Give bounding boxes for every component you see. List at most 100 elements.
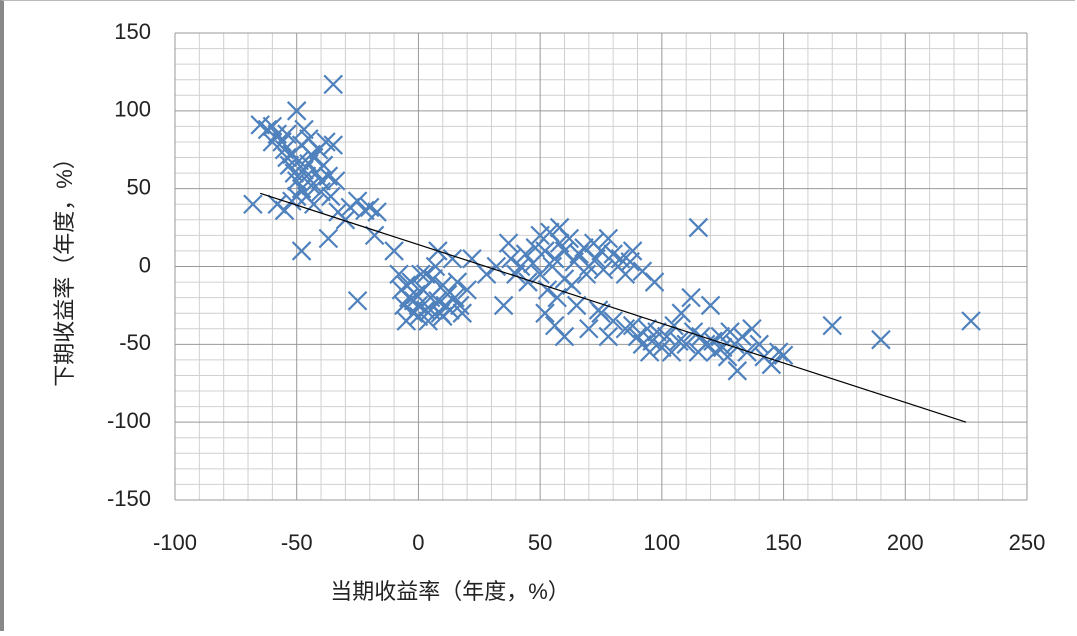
point	[367, 202, 387, 222]
chart: 当期收益率（年度，%） 下期收益率（年度，%） -100 -50 0 50 100 150…	[52, 19, 1046, 604]
point	[277, 147, 297, 168]
point	[591, 241, 611, 261]
point	[425, 256, 446, 277]
y-axis-title: 下期收益率（年度，%）	[52, 147, 77, 387]
y-tick-label: -150	[107, 486, 151, 511]
point	[398, 287, 419, 308]
point	[554, 326, 575, 347]
point	[277, 124, 297, 144]
point	[318, 228, 339, 249]
y-tick-label: 0	[139, 252, 151, 277]
y-tick-label: -50	[119, 330, 151, 355]
point	[476, 264, 497, 285]
x-tick-label: -50	[281, 530, 313, 555]
point	[615, 318, 636, 339]
point	[311, 182, 331, 202]
point	[389, 264, 409, 285]
x-axis-title: 当期收益率（年度，%）	[330, 579, 570, 604]
point	[742, 318, 762, 339]
point	[325, 171, 346, 191]
point	[669, 331, 689, 351]
point	[321, 186, 341, 207]
point	[656, 326, 677, 347]
point	[347, 290, 368, 311]
point	[316, 132, 336, 152]
point	[335, 210, 356, 230]
point	[576, 264, 597, 285]
point	[403, 290, 424, 311]
point	[294, 119, 314, 140]
x-tick-label: 0	[412, 530, 424, 555]
point	[720, 322, 740, 342]
point	[598, 228, 619, 249]
point	[411, 264, 431, 285]
point	[262, 132, 283, 152]
point	[447, 272, 468, 292]
point	[535, 241, 555, 261]
point	[301, 175, 322, 196]
point	[286, 186, 307, 207]
point	[408, 306, 429, 327]
point	[615, 264, 636, 285]
point	[700, 295, 721, 316]
point	[303, 194, 324, 215]
point	[396, 275, 417, 295]
point	[695, 334, 716, 355]
point	[442, 248, 463, 269]
point	[510, 256, 531, 277]
point	[598, 326, 619, 347]
x-tick-label: 250	[1009, 530, 1046, 555]
point	[652, 337, 672, 358]
point	[432, 306, 453, 327]
point	[644, 272, 665, 292]
point	[518, 272, 538, 292]
point	[257, 119, 278, 140]
point	[676, 334, 696, 355]
point	[243, 194, 263, 215]
point	[603, 311, 623, 331]
point	[415, 264, 436, 285]
point	[727, 361, 748, 381]
point	[274, 200, 295, 221]
point	[661, 342, 682, 362]
point	[737, 342, 757, 362]
point	[961, 311, 981, 331]
point	[323, 74, 344, 95]
point	[749, 334, 770, 355]
point	[579, 318, 599, 339]
point	[347, 191, 368, 211]
point	[530, 264, 550, 285]
x-tick-label: 200	[887, 530, 924, 555]
x-tick-label: -100	[153, 530, 197, 555]
point	[761, 354, 782, 375]
point	[486, 256, 507, 277]
point	[286, 101, 307, 121]
trendline	[260, 192, 967, 423]
point	[384, 241, 404, 261]
y-tick-label: -100	[107, 408, 151, 433]
point	[591, 303, 611, 323]
point	[566, 295, 587, 316]
y-tick-label: 150	[114, 19, 151, 44]
x-tick-label: 100	[643, 530, 680, 555]
point	[420, 300, 441, 320]
point	[622, 241, 643, 261]
y-tick-label: 100	[114, 97, 151, 122]
point	[323, 135, 344, 155]
point	[401, 272, 421, 292]
point	[537, 280, 558, 300]
point	[642, 331, 662, 351]
point	[501, 248, 521, 269]
point	[450, 295, 470, 316]
x-tick-label: 150	[765, 530, 802, 555]
point	[301, 144, 322, 165]
point	[544, 248, 565, 269]
point	[452, 303, 473, 323]
point	[664, 315, 684, 336]
point	[364, 225, 385, 246]
point	[498, 233, 519, 253]
y-tick-label: 50	[127, 174, 151, 199]
point	[688, 217, 709, 238]
point	[822, 315, 843, 336]
